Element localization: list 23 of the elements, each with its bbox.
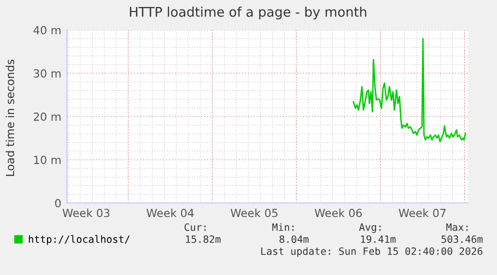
text: 15.82m bbox=[186, 235, 221, 243]
text: Min: bbox=[272, 223, 294, 231]
chart-title: HTTP loadtime of a page - by month bbox=[130, 6, 366, 20]
y-tick-label: 30 m bbox=[34, 69, 60, 78]
text: Max: bbox=[446, 223, 468, 231]
x-tick-label: Week 03 bbox=[62, 208, 110, 218]
y-tick-label: 0 bbox=[55, 198, 61, 208]
text: Last update: Sun Feb 15 02:40:00 2026 bbox=[261, 247, 482, 257]
x-tick-label: Week 07 bbox=[398, 208, 446, 218]
y-tick-label: 20 m bbox=[34, 112, 60, 121]
y-axis-title: Load time in seconds bbox=[6, 60, 14, 176]
text: 503.46m bbox=[442, 235, 483, 243]
legend-label: http://localhost/ bbox=[28, 235, 130, 245]
y-tick-label: 10 m bbox=[34, 156, 60, 164]
text: Avg: bbox=[359, 223, 381, 233]
y-tick-label: 40 m bbox=[33, 26, 60, 34]
x-tick-label: Week 05 bbox=[230, 208, 278, 218]
x-tick-label: Week 06 bbox=[314, 208, 362, 218]
x-tick-label: Week 04 bbox=[146, 208, 194, 218]
text: 8.04m bbox=[280, 235, 309, 243]
line-series bbox=[352, 38, 466, 142]
text: 19.41m bbox=[361, 235, 396, 243]
text: Cur: bbox=[184, 223, 206, 231]
